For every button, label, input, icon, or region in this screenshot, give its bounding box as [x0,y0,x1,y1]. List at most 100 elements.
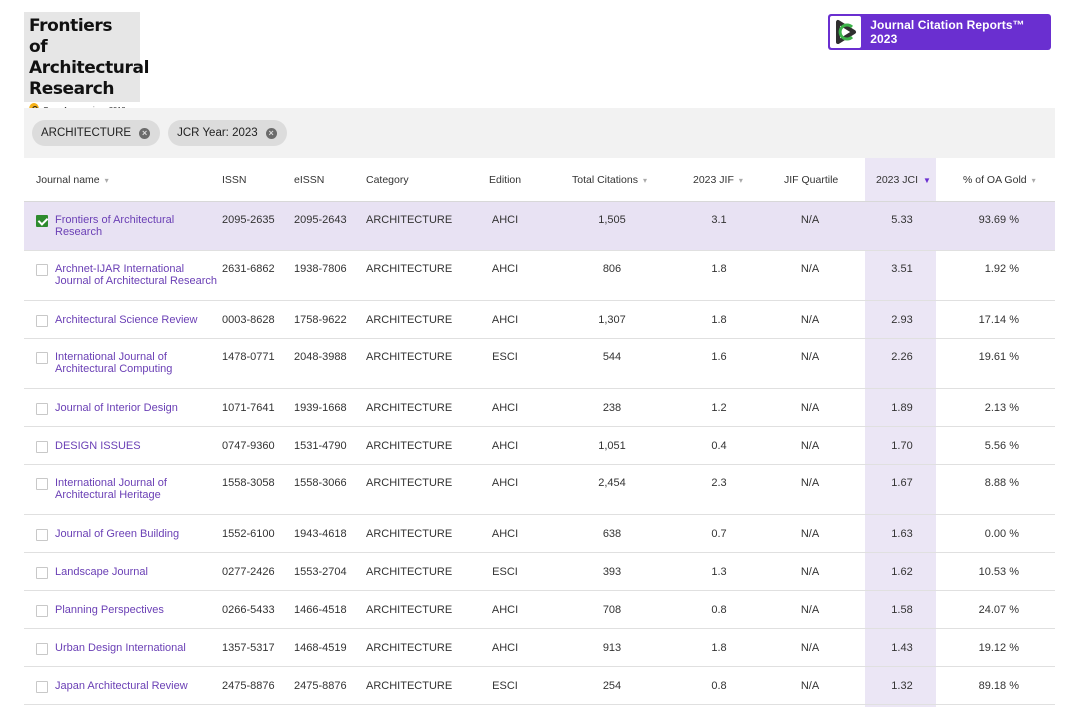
table-body: Frontiers of Architectural Research 2095-2… [24,202,1055,705]
table-row[interactable]: Planning Perspectives 0266-5433 1466-4518 A… [24,591,1055,629]
row-checkbox[interactable] [36,567,48,579]
category-cell: ARCHITECTURE [366,402,453,414]
table-row[interactable]: International Journal of Architectural He… [24,465,1055,515]
total-citations-cell: 1,051 [598,440,626,452]
journal-name-link[interactable]: Frontiers of Architectural Research [55,214,225,238]
col-header-jif[interactable]: 2023 JIF ▾ [693,158,743,202]
jcr-logo[interactable]: Journal Citation Reports™ 2023 [828,14,1051,50]
total-citations-cell: 254 [602,680,622,692]
journal-name-link[interactable]: Journal of Green Building [55,528,225,540]
oa-gold-cell: 19.12 % [978,642,1019,654]
jif-quartile-cell: N/A [800,477,820,489]
journal-table: Journal name ▾ ISSN eISSN Category Editio… [24,158,1055,707]
table-row[interactable]: Journal of Interior Design 1071-7641 1939-… [24,389,1055,427]
col-header-label: 2023 JCI [876,174,919,186]
issn-cell: 1071-7641 [222,402,275,414]
journal-name-line-1: Japan Architectural Review [55,680,188,692]
col-header-journal-name[interactable]: Journal name ▾ [36,158,109,202]
journal-name-link[interactable]: International Journal of Architectural Co… [55,351,225,375]
table-row[interactable]: Journal of Green Building 1552-6100 1943-4… [24,515,1055,553]
table-row[interactable]: Urban Design International 1357-5317 1468-… [24,629,1055,667]
journal-name-line-1: Journal of Interior Design [55,402,178,414]
col-header-label: ISSN [222,174,247,186]
jci-cell: 1.43 [891,642,913,654]
col-header-oa-gold[interactable]: % of OA Gold ▾ [963,158,1036,202]
journal-name-line-2: Architectural Computing [55,363,173,375]
journal-name-link[interactable]: Architectural Science Review [55,314,225,326]
jci-cell: 1.67 [891,477,913,489]
oa-gold-cell: 1.92 % [984,263,1019,275]
journal-name-line-1: Frontiers of Architectural [55,214,175,226]
eissn-cell: 1466-4518 [294,604,347,616]
journal-name-line-2: Journal of Architectural Research [55,275,218,287]
row-checkbox[interactable] [36,681,48,693]
category-cell: ARCHITECTURE [366,440,453,452]
oa-gold-cell: 10.53 % [978,566,1019,578]
total-citations-cell: 544 [602,351,622,363]
col-header-issn: ISSN [222,158,247,202]
table-row[interactable]: Landscape Journal 0277-2426 1553-2704 ARCHI… [24,553,1055,591]
table-row[interactable]: Archnet-IJAR International Journal of Arc… [24,251,1055,301]
eissn-cell: 1939-1668 [294,402,347,414]
journal-name-link[interactable]: Archnet-IJAR International Journal of Arc… [55,263,225,287]
jif-quartile-cell: N/A [800,214,820,226]
row-checkbox[interactable] [36,215,48,227]
total-citations-cell: 1,505 [598,214,626,226]
table-row[interactable]: Frontiers of Architectural Research 2095-2… [24,202,1055,251]
col-header-total-citations[interactable]: Total Citations ▾ [572,158,647,202]
table-row[interactable]: Japan Architectural Review 2475-8876 2475-… [24,667,1055,705]
jif-cell: 0.8 [711,604,727,616]
row-checkbox[interactable] [36,441,48,453]
jif-quartile-cell: N/A [800,642,820,654]
row-checkbox[interactable] [36,403,48,415]
filter-chip-label: JCR Year: 2023 [177,127,258,139]
sort-desc-icon: ▼ [923,175,931,185]
row-checkbox[interactable] [36,643,48,655]
table-row[interactable]: Architectural Science Review 0003-8628 175… [24,301,1055,339]
journal-name-link[interactable]: Japan Architectural Review [55,680,225,692]
category-cell: ARCHITECTURE [366,604,453,616]
col-header-jci[interactable]: 2023 JCI ▼ [876,158,931,202]
col-header-label: Edition [489,174,522,186]
issn-cell: 0747-9360 [222,440,275,452]
jif-quartile-cell: N/A [800,604,820,616]
oa-gold-cell: 2.13 % [984,402,1019,414]
total-citations-cell: 393 [602,566,622,578]
oa-gold-cell: 19.61 % [978,351,1019,363]
jif-cell: 1.8 [711,263,727,275]
clarivate-logo-icon [830,16,862,48]
jci-cell: 1.32 [891,680,913,692]
filter-chip-year[interactable]: JCR Year: 2023 × [168,120,287,146]
row-checkbox[interactable] [36,315,48,327]
journal-name-link[interactable]: International Journal of Architectural He… [55,477,225,501]
total-citations-cell: 806 [602,263,622,275]
edition-cell: AHCI [491,477,519,489]
eissn-cell: 2475-8876 [294,680,347,692]
row-checkbox[interactable] [36,529,48,541]
issn-cell: 0266-5433 [222,604,275,616]
oa-gold-cell: 93.69 % [978,214,1019,226]
journal-name-link[interactable]: Journal of Interior Design [55,402,225,414]
row-checkbox[interactable] [36,478,48,490]
table-row[interactable]: DESIGN ISSUES 0747-9360 1531-4790 ARCHITECT… [24,427,1055,465]
remove-filter-icon[interactable]: × [139,127,151,139]
eissn-cell: 1943-4618 [294,528,347,540]
category-cell: ARCHITECTURE [366,214,453,226]
category-cell: ARCHITECTURE [366,528,453,540]
filter-chip-category[interactable]: ARCHITECTURE × [32,120,161,146]
journal-name-link[interactable]: DESIGN ISSUES [55,440,225,452]
row-checkbox[interactable] [36,264,48,276]
col-header-label: Journal name [36,174,100,186]
oa-gold-cell: 17.14 % [978,314,1019,326]
journal-name-link[interactable]: Landscape Journal [55,566,225,578]
category-cell: ARCHITECTURE [366,263,453,275]
filter-bar: ARCHITECTURE × JCR Year: 2023 × [24,108,1055,158]
journal-name-link[interactable]: Urban Design International [55,642,225,654]
category-cell: ARCHITECTURE [366,477,453,489]
remove-filter-icon[interactable]: × [265,127,277,139]
row-checkbox[interactable] [36,605,48,617]
table-row[interactable]: International Journal of Architectural Co… [24,339,1055,389]
col-header-label: Total Citations [572,174,638,186]
row-checkbox[interactable] [36,352,48,364]
journal-name-link[interactable]: Planning Perspectives [55,604,225,616]
